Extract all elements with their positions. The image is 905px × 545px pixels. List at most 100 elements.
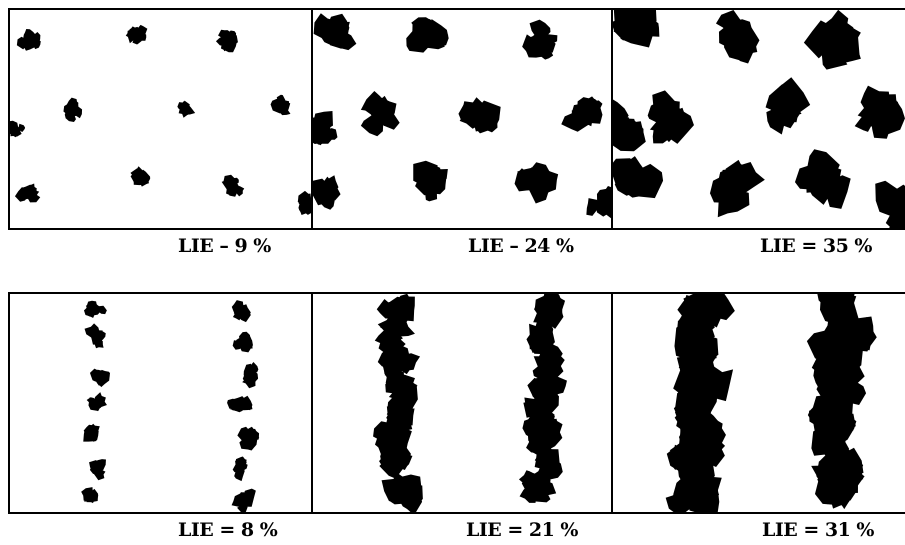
leaf-shape — [326, 22, 350, 49]
leaf-shape — [320, 181, 341, 201]
leaf-shape — [672, 473, 703, 505]
scattered-medium-canopy-image — [313, 13, 611, 218]
scattered-high-canopy-image — [612, 10, 905, 228]
caption-scattered-medium: LIE – 24 % — [468, 235, 574, 257]
leaf-shape — [466, 97, 489, 126]
bottom-panel-row — [8, 292, 905, 514]
leaf-shape — [361, 91, 385, 116]
leaf-shape — [378, 318, 405, 338]
leaf-shape — [389, 451, 413, 470]
leaf-shape — [242, 429, 260, 445]
leaf-shape — [135, 171, 144, 180]
caption-scattered-high: LIE = 35 % — [760, 235, 873, 257]
leaf-shape — [529, 19, 551, 45]
leaf-shape — [517, 167, 541, 190]
leaf-shape — [721, 183, 742, 213]
leaf-shape — [623, 12, 646, 33]
leaf-shape — [85, 302, 102, 316]
leaf-shape — [605, 201, 611, 218]
leaf-shape — [402, 353, 421, 371]
leaf-shape — [239, 331, 251, 347]
caption-rows-high: LIE = 31 % — [762, 519, 875, 541]
leaf-shape — [871, 93, 897, 122]
leaf-shape — [824, 13, 849, 46]
leaf-shape — [228, 35, 238, 45]
leaf-shape — [814, 476, 849, 506]
caption-rows-medium: LIE = 21 % — [466, 519, 579, 541]
leaf-shape — [375, 322, 404, 347]
panel-rows-medium — [311, 294, 610, 512]
leaf-shape — [574, 96, 603, 124]
leaf-shape — [527, 474, 547, 496]
panel-scattered-low — [10, 10, 312, 228]
leaf-shape — [242, 368, 259, 385]
leaf-shape — [821, 165, 842, 187]
leaf-shape — [537, 343, 566, 372]
leaf-shape — [316, 129, 332, 145]
leaf-shape — [232, 186, 245, 197]
leaf-shape — [68, 102, 83, 119]
leaf-shape — [92, 462, 101, 473]
leaf-shape — [391, 301, 408, 320]
leaf-shape — [242, 488, 256, 507]
leaf-shape — [390, 376, 408, 392]
leaf-shape — [22, 29, 37, 41]
leaf-shape — [889, 184, 905, 210]
leaf-shape — [234, 467, 243, 477]
leaf-shape — [775, 93, 802, 115]
leaf-shape — [718, 22, 740, 49]
leaf-shape — [820, 414, 844, 435]
leaf-shape — [412, 20, 430, 37]
leaf-shape — [813, 367, 830, 392]
leaf-shape — [32, 32, 41, 42]
leaf-shape — [693, 319, 715, 336]
leaf-shape — [838, 317, 877, 350]
leaf-shape — [387, 402, 411, 424]
leaf-shape — [83, 425, 97, 442]
leaf-shape — [297, 190, 311, 206]
leaf-shape — [91, 400, 102, 412]
leaf-shape — [232, 397, 247, 412]
top-panel-row — [8, 8, 905, 230]
leaf-shape — [425, 175, 446, 195]
leaf-shape — [401, 483, 424, 508]
leaf-shape — [235, 459, 244, 468]
leaf-shape — [669, 429, 704, 461]
caption-scattered-low: LIE – 9 % — [178, 235, 271, 257]
leaf-shape — [383, 355, 397, 378]
leaf-shape — [658, 108, 694, 144]
leaf-shape — [181, 104, 191, 113]
leaf-shape — [406, 26, 431, 53]
leaf-shape — [215, 35, 231, 46]
leaf-shape — [274, 101, 291, 114]
leaf-shape — [84, 323, 101, 338]
leaf-shape — [535, 446, 560, 467]
leaf-shape — [526, 332, 546, 354]
panel-rows-high — [610, 294, 905, 512]
leaf-shape — [825, 346, 852, 378]
scattered-low-canopy-image — [10, 24, 312, 215]
leaf-shape — [675, 400, 714, 436]
leaf-shape — [614, 118, 635, 142]
leaf-shape — [824, 43, 856, 65]
leaf-shape — [535, 294, 555, 315]
panel-rows-low — [10, 294, 311, 512]
leaf-shape — [127, 29, 139, 44]
leaf-shape — [379, 450, 397, 471]
leaf-shape — [546, 308, 561, 324]
leaf-shape — [83, 490, 95, 501]
leaf-shape — [647, 103, 670, 124]
leaf-shape — [683, 294, 723, 318]
panel-scattered-high — [610, 10, 905, 228]
panel-scattered-medium — [311, 10, 611, 228]
rows-medium-canopy-image — [373, 294, 568, 512]
leaf-shape — [10, 120, 19, 134]
leaf-shape — [636, 163, 663, 199]
rows-high-canopy-image — [665, 294, 877, 512]
leaf-shape — [20, 185, 37, 200]
leaf-shape — [236, 304, 247, 319]
leaf-shape — [766, 108, 785, 135]
leaf-shape — [94, 369, 105, 380]
leaf-shape — [18, 123, 26, 132]
rows-low-canopy-image — [81, 300, 260, 512]
